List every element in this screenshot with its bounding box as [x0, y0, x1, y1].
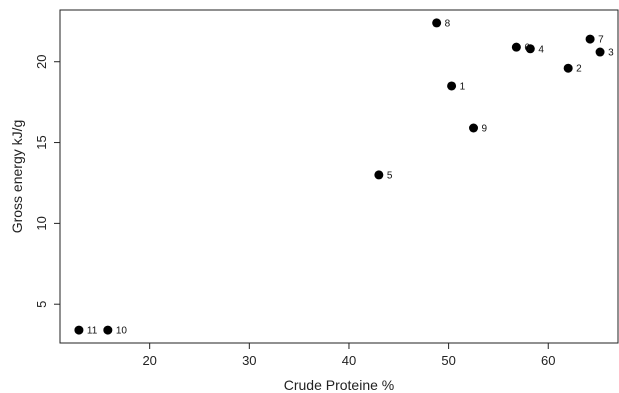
data-point-label: 10 [116, 326, 128, 337]
x-axis: 20 30 40 50 60 [142, 343, 555, 368]
data-point [447, 81, 457, 91]
data-point [595, 47, 605, 57]
data-point-label: 8 [445, 18, 451, 29]
data-point-label: 6 [524, 43, 530, 54]
data-point [374, 170, 384, 180]
data-point [511, 42, 521, 52]
data-point [103, 325, 113, 335]
data-point [74, 325, 84, 335]
y-axis-title: Gross energy kJ/g [9, 120, 25, 234]
y-tick-label: 10 [34, 216, 49, 230]
y-tick-label: 20 [34, 54, 49, 68]
data-point-label: 7 [598, 35, 604, 46]
data-points: 1 2 3 4 5 6 7 8 9 10 11 [74, 18, 614, 337]
x-tick-label: 30 [242, 353, 256, 368]
data-point [469, 123, 479, 133]
plot-frame [59, 9, 619, 344]
x-tick-label: 40 [342, 353, 356, 368]
data-point-label: 9 [482, 124, 488, 135]
data-point [432, 18, 442, 28]
data-point-label: 1 [460, 81, 466, 92]
x-tick-label: 60 [541, 353, 555, 368]
data-point-label: 5 [387, 170, 393, 181]
data-point [585, 34, 595, 44]
data-point-label: 11 [87, 326, 98, 337]
y-tick-label: 5 [34, 301, 49, 308]
y-axis: 5 10 15 20 [34, 54, 60, 308]
data-point-label: 4 [538, 44, 544, 55]
data-point-label: 2 [576, 64, 582, 75]
data-point-label: 3 [608, 48, 614, 59]
y-tick-label: 15 [34, 135, 49, 149]
x-tick-label: 20 [142, 353, 156, 368]
data-point [563, 63, 573, 73]
x-tick-label: 50 [441, 353, 455, 368]
data-point [525, 44, 535, 54]
x-axis-title: Crude Proteine % [284, 377, 395, 393]
